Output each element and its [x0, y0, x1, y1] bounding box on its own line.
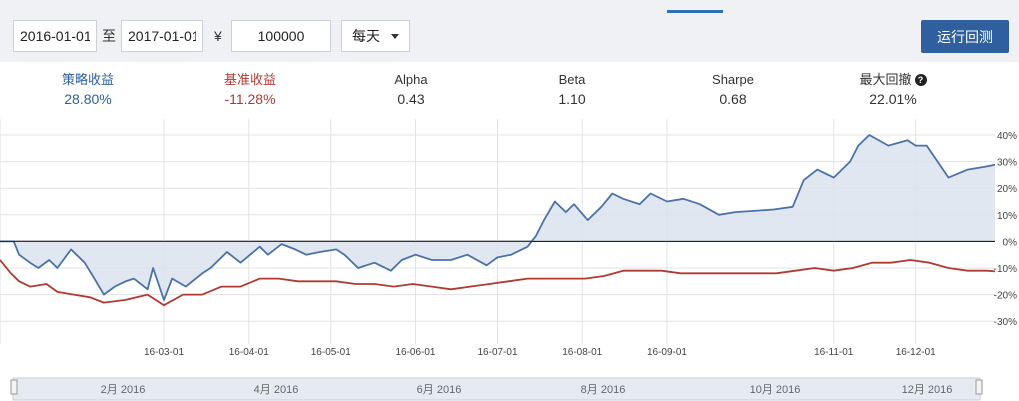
- navigator-label: 6月 2016: [417, 384, 462, 396]
- strategy-return-line[interactable]: [0, 134, 996, 301]
- navigator-label: 8月 2016: [581, 384, 626, 396]
- range-navigator[interactable]: 2月 2016 4月 2016 6月 2016 8月 2016 10月 2016 12月 …: [0, 376, 1019, 401]
- stat-value: 28.80%: [64, 91, 112, 107]
- stat-label: 最大回撤: [859, 72, 912, 87]
- stat-strategy-return: 策略收益 28.80%: [28, 72, 148, 108]
- stat-alpha: Alpha 0.43: [351, 72, 471, 108]
- stat-label: Beta: [558, 72, 586, 87]
- stat-label: 基准收益: [223, 72, 276, 87]
- benchmark-return-line[interactable]: [0, 259, 996, 307]
- x-tick-label: 16-09-01: [647, 347, 687, 358]
- x-tick-label: 16-11-01: [814, 347, 854, 358]
- y-tick-label: -30%: [994, 317, 1017, 328]
- capital-input[interactable]: [231, 20, 331, 52]
- x-tick-label: 16-12-01: [896, 347, 936, 358]
- tab-indicator: [667, 10, 723, 13]
- returns-chart[interactable]: 40% 30% 20% 10% 0% -10% -20% -30% 16-03-01 16-04-…: [0, 114, 1019, 376]
- stat-value: 0.68: [719, 91, 747, 107]
- stat-max-drawdown: 最大回撤? 22.01%: [833, 72, 953, 108]
- navigator-label: 10月 2016: [750, 384, 801, 396]
- navigator-left-handle[interactable]: [10, 379, 18, 395]
- date-range-separator: 至: [102, 28, 116, 44]
- frequency-select[interactable]: 每天: [341, 20, 410, 52]
- navigator-selection[interactable]: [12, 377, 981, 401]
- navigator-label: 12月 2016: [902, 384, 953, 396]
- stat-value: 22.01%: [869, 91, 917, 107]
- x-tick-label: 16-05-01: [311, 347, 351, 358]
- y-tick-label: -20%: [994, 291, 1017, 302]
- y-tick-label: 30%: [997, 158, 1017, 169]
- x-tick-label: 16-04-01: [229, 347, 269, 358]
- x-tick-label: 16-07-01: [477, 347, 517, 358]
- help-icon[interactable]: ?: [914, 74, 927, 86]
- stat-value: -11.28%: [224, 91, 276, 107]
- frequency-value: 每天: [352, 28, 380, 44]
- stats-bar: 策略收益 28.80% 基准收益 -11.28% Alpha 0.43 Beta…: [0, 66, 1019, 114]
- stat-benchmark-return: 基准收益 -11.28%: [190, 72, 310, 108]
- stat-label: Sharpe: [712, 72, 754, 87]
- stat-label: Alpha: [394, 72, 428, 87]
- currency-symbol: ¥: [214, 28, 222, 44]
- x-tick-label: 16-08-01: [562, 347, 602, 358]
- chevron-down-icon: [391, 34, 399, 39]
- y-tick-label: 20%: [997, 184, 1017, 195]
- end-date-input[interactable]: [121, 20, 203, 52]
- stat-value: 1.10: [558, 91, 586, 107]
- x-tick-label: 16-06-01: [395, 347, 435, 358]
- y-tick-label: 0%: [1003, 237, 1018, 248]
- series-area-0: [0, 135, 995, 300]
- toolbar: 至 ¥ 每天 运行回测: [0, 0, 1019, 62]
- navigator-right-handle[interactable]: [975, 379, 983, 395]
- y-tick-label: -10%: [994, 264, 1017, 275]
- run-backtest-button[interactable]: 运行回测: [921, 20, 1009, 53]
- navigator-label: 2月 2016: [101, 384, 146, 396]
- stat-sharpe: Sharpe 0.68: [673, 72, 793, 108]
- y-tick-label: 40%: [997, 131, 1017, 142]
- stat-label-row: 最大回撤?: [833, 72, 953, 88]
- stat-value: 0.43: [397, 91, 425, 107]
- stat-beta: Beta 1.10: [512, 72, 632, 108]
- navigator-label: 4月 2016: [254, 384, 299, 396]
- x-tick-label: 16-03-01: [144, 347, 184, 358]
- stat-label: 策略收益: [61, 72, 114, 87]
- start-date-input[interactable]: [13, 20, 97, 52]
- y-tick-label: 10%: [997, 211, 1017, 222]
